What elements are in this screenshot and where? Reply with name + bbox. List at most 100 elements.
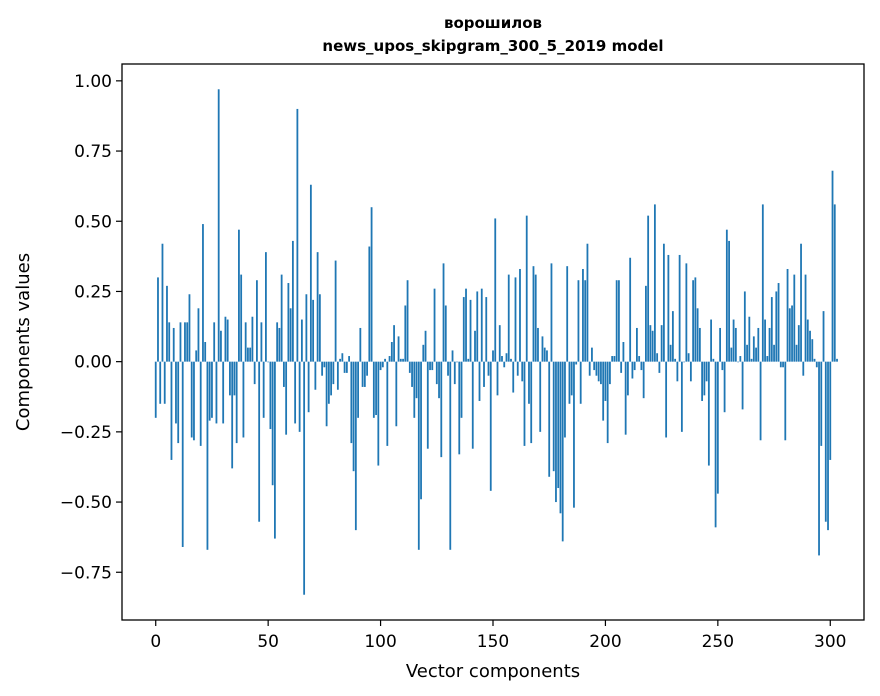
bar-89 [354,361,357,531]
bar-45 [256,280,258,362]
bar-293 [813,358,816,362]
bar-56 [280,274,283,362]
bar-40 [244,322,247,362]
bar-205 [615,280,618,362]
bar-239 [692,280,695,362]
bar-204 [613,356,616,362]
y-tick-label: −0.25 [60,423,112,443]
bar-253 [723,361,726,413]
bar-206 [618,280,620,362]
bar-19 [197,308,200,362]
bar-126 [438,361,440,399]
bar-41 [247,347,249,362]
x-tick-label: 50 [257,632,279,652]
bar-158 [510,358,512,362]
bar-115 [413,361,416,418]
bar-260 [739,356,742,362]
bar-121 [426,361,429,449]
bar-151 [494,218,497,362]
bar-4 [163,361,166,404]
bar-295 [818,361,820,556]
bar-112 [406,280,409,362]
bar-57 [282,361,285,387]
bar-152 [496,361,499,396]
bar-224 [658,361,661,373]
bar-117 [417,361,420,550]
bar-179 [557,361,560,489]
bar-42 [249,347,252,362]
bar-289 [804,274,807,362]
bar-191 [584,280,587,362]
bar-9 [175,361,177,424]
bar-165 [525,215,528,362]
bar-207 [620,361,623,373]
bar-37 [238,229,240,362]
bar-163 [521,361,524,382]
bar-299 [827,361,829,531]
bar-131 [449,361,452,550]
bar-256 [730,347,733,362]
bar-72 [316,252,319,362]
bar-216 [640,361,643,371]
bar-130 [447,361,449,376]
bar-258 [734,327,737,362]
bar-0 [154,361,157,418]
bar-8 [172,327,175,362]
bar-269 [759,361,762,441]
bar-279 [782,361,784,368]
y-tick-label: −0.75 [60,563,112,583]
bar-227 [665,361,668,438]
bar-255 [728,240,730,362]
bar-173 [543,347,546,362]
bar-166 [528,361,530,404]
bar-235 [683,361,686,363]
bar-1 [157,277,159,362]
bar-160 [514,277,517,362]
bar-297 [822,311,825,362]
bar-290 [806,319,809,362]
bar-242 [698,327,701,362]
bar-144 [478,361,481,401]
bar-119 [422,344,425,362]
bar-63 [296,108,299,362]
y-tick-label: 0.50 [74,212,112,232]
bar-69 [309,184,312,362]
bar-154 [501,356,503,362]
bar-46 [258,361,261,522]
bar-10 [177,361,180,444]
bar-281 [786,268,789,362]
bar-228 [667,254,670,362]
bar-210 [627,361,629,396]
bar-159 [512,361,515,393]
bar-6 [168,322,171,362]
bar-209 [624,361,627,435]
bar-88 [352,361,355,472]
bar-60 [289,308,292,362]
bar-278 [779,361,782,368]
x-tick-label: 250 [702,632,734,652]
bar-108 [397,336,400,362]
bar-133 [453,361,456,385]
bar-246 [707,361,710,466]
bar-167 [530,361,533,444]
bar-106 [393,325,395,362]
bar-141 [471,361,474,449]
bar-196 [595,361,598,376]
bar-192 [586,243,589,362]
bar-54 [276,322,279,362]
bar-272 [766,356,769,362]
bar-265 [750,358,753,362]
bar-190 [582,268,584,362]
bar-116 [415,361,418,399]
y-axis-ticks: −0.75 −0.50 −0.25 0.00 0.25 0.50 0.75 1.00 [60,72,122,583]
bar-283 [791,305,793,362]
bar-162 [519,268,521,362]
bar-244 [703,361,706,396]
bar-5 [166,285,168,362]
bar-80 [334,260,337,362]
bar-225 [660,325,663,362]
bar-197 [597,361,600,382]
bar-87 [350,361,353,444]
bar-291 [809,330,811,362]
